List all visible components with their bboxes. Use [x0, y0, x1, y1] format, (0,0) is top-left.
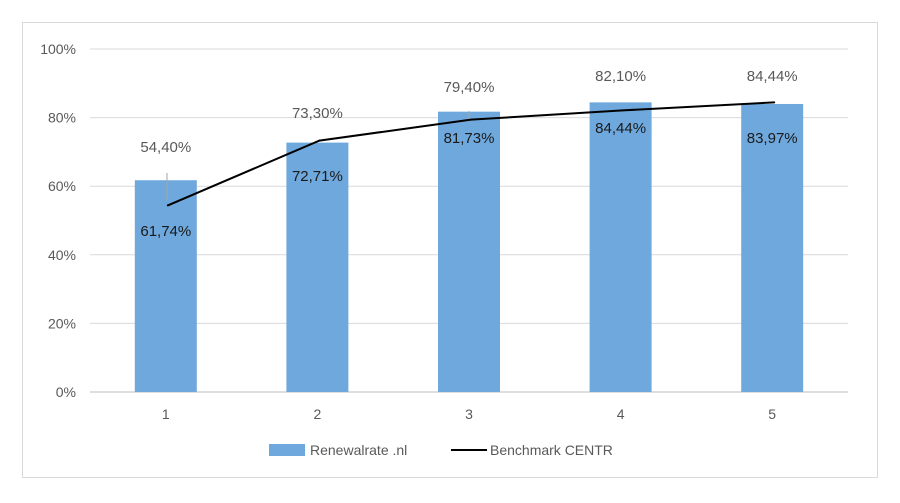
y-tick-label: 80% [48, 110, 76, 126]
line-data-label: 82,10% [595, 68, 646, 85]
x-tick-label: 2 [314, 406, 322, 422]
bar [438, 111, 500, 392]
x-tick-label: 1 [162, 406, 170, 422]
line-point [470, 118, 472, 121]
bar-data-label: 81,73% [444, 130, 495, 147]
legend-bar-swatch [269, 444, 305, 456]
y-tick-label: 40% [48, 247, 76, 263]
x-tick-label: 3 [465, 406, 473, 422]
bar-series [134, 102, 804, 393]
bar-data-label: 61,74% [140, 223, 191, 240]
line-series [166, 101, 776, 207]
line-point [773, 101, 776, 104]
bar [741, 103, 804, 392]
line-point [621, 109, 624, 112]
axis-labels: 0% 20% 40% 60% 80% 100% 1 2 3 4 5 [40, 41, 776, 422]
line-data-label: 84,44% [747, 68, 798, 85]
data-labels: 54,40% 73,30% 79,40% 82,10% 84,44% 61,74% 72,7… [140, 68, 797, 240]
bar-data-label: 72,71% [292, 168, 343, 185]
legend-line-label: Benchmark CENTR [490, 442, 613, 458]
legend-bar-label: Renewalrate .nl [310, 442, 407, 458]
line-data-label: 79,40% [444, 79, 495, 96]
bar [286, 142, 349, 392]
line-point [318, 139, 321, 142]
bar-data-label: 83,97% [747, 130, 798, 147]
y-tick-label: 0% [56, 384, 76, 400]
x-tick-label: 4 [617, 406, 625, 422]
x-tick-label: 5 [768, 406, 776, 422]
legend: Renewalrate .nl Benchmark CENTR [269, 442, 613, 458]
bar-data-label: 84,44% [595, 120, 646, 137]
y-tick-label: 60% [48, 178, 76, 194]
bar [134, 180, 197, 392]
line-point [166, 204, 169, 207]
y-tick-label: 100% [40, 41, 76, 57]
line-data-label: 54,40% [140, 139, 191, 156]
bar [589, 102, 652, 393]
y-tick-label: 20% [48, 315, 76, 331]
line-data-label: 73,30% [292, 105, 343, 122]
